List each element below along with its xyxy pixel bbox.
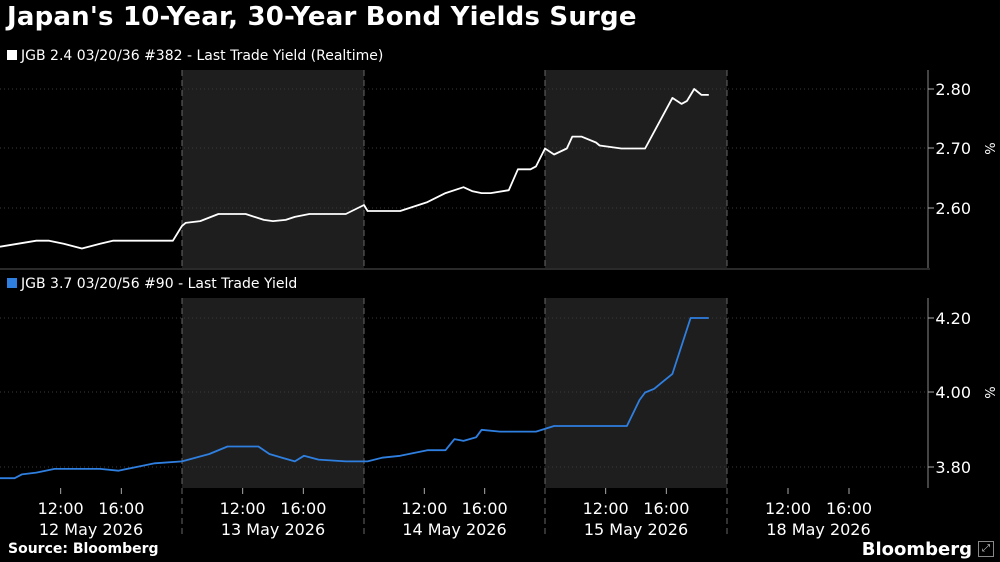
y-unit-label: %	[981, 386, 996, 398]
legend-label: JGB 2.4 03/20/36 #382 - Last Trade Yield…	[20, 48, 383, 64]
series-line	[0, 317, 709, 480]
x-tick-label: 12:00	[583, 499, 629, 518]
x-tick-label: 12:00	[765, 499, 811, 518]
day-band-shade	[182, 70, 364, 268]
source-note: Source: Bloomberg	[8, 541, 159, 557]
x-day-label: 18 May 2026	[766, 520, 870, 539]
brand-logo: Bloomberg	[861, 539, 972, 560]
x-day-label: 13 May 2026	[221, 520, 325, 539]
y-tick-label: 2.70	[935, 139, 971, 158]
x-tick-label: 16:00	[462, 499, 508, 518]
x-tick-label: 12:00	[401, 499, 447, 518]
day-band-shade	[545, 70, 727, 268]
x-tick-label: 16:00	[826, 499, 872, 518]
x-tick-label: 16:00	[280, 499, 326, 518]
x-tick-label: 16:00	[643, 499, 689, 518]
series-line	[0, 88, 709, 250]
x-tick-label: 16:00	[98, 499, 144, 518]
x-day-label: 14 May 2026	[402, 520, 506, 539]
x-tick-label: 12:00	[220, 499, 266, 518]
y-tick-label: 4.20	[935, 309, 971, 328]
y-tick-label: 2.80	[935, 80, 971, 99]
legend-swatch	[7, 278, 17, 288]
x-day-label: 12 May 2026	[39, 520, 143, 539]
expand-icon[interactable]: ⤢	[978, 541, 994, 557]
x-day-label: 15 May 2026	[584, 520, 688, 539]
day-band-shade	[545, 298, 727, 488]
y-tick-label: 3.80	[935, 458, 971, 477]
legend-swatch	[7, 50, 17, 60]
legend-label: JGB 3.7 03/20/56 #90 - Last Trade Yield	[20, 276, 297, 292]
y-unit-label: %	[981, 142, 996, 154]
chart-title: Japan's 10-Year, 30-Year Bond Yields Sur…	[7, 2, 637, 32]
x-tick-label: 12:00	[38, 499, 84, 518]
y-tick-label: 4.00	[935, 383, 971, 402]
y-tick-label: 2.60	[935, 199, 971, 218]
day-band-shade	[182, 298, 364, 488]
